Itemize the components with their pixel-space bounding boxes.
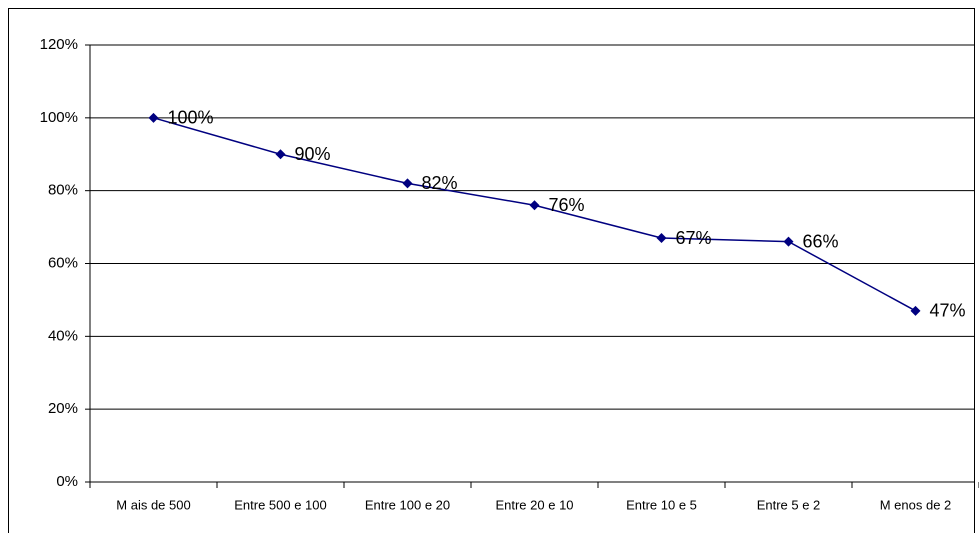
value-label: 76% [549,195,585,215]
marker [783,236,794,247]
y-tick-label: 60% [48,254,78,271]
y-tick-label: 20% [48,400,78,417]
value-label: 90% [295,144,331,164]
marker [402,178,413,189]
value-label: 66% [803,231,839,251]
value-label: 100% [168,108,214,128]
marker [529,200,540,211]
x-tick-label: Entre 10 e 5 [626,497,697,512]
x-tick-label: Entre 100 e 20 [365,497,450,512]
marker [910,305,921,316]
value-label: 67% [676,228,712,248]
chart-frame [8,8,975,533]
y-tick-label: 0% [56,473,78,490]
y-tick-label: 120% [40,36,78,53]
x-tick-label: M enos de 2 [880,497,952,512]
value-label: 47% [930,301,966,321]
y-tick-label: 80% [48,182,78,199]
x-tick-label: Entre 500 e 100 [234,497,327,512]
marker [275,149,286,160]
marker [148,112,159,123]
x-tick-label: M ais de 500 [116,497,190,512]
x-tick-label: Entre 20 e 10 [495,497,573,512]
value-label: 82% [422,173,458,193]
y-tick-label: 40% [48,327,78,344]
y-tick-label: 100% [40,109,78,126]
series-line [153,117,916,312]
x-tick-label: Entre 5 e 2 [757,497,821,512]
marker [656,233,667,244]
